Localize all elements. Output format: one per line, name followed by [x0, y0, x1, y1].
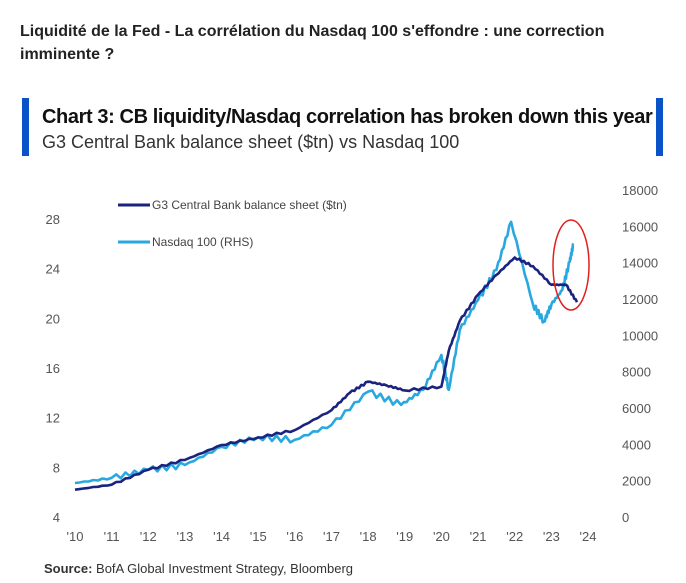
y-right-tick-label: 16000 — [622, 219, 658, 234]
x-tick-label: '11 — [104, 529, 120, 544]
x-tick-label: '14 — [213, 529, 230, 544]
highlight-ellipse — [552, 219, 590, 311]
y-right-tick-label: 6000 — [622, 401, 651, 416]
y-right-tick-label: 14000 — [622, 256, 658, 271]
y-left-tick-label: 28 — [46, 212, 60, 227]
x-tick-label: '10 — [67, 529, 84, 544]
y-right-tick-label: 12000 — [622, 292, 658, 307]
x-tick-label: '18 — [360, 529, 377, 544]
x-tick-label: '12 — [140, 529, 157, 544]
y-right-tick-label: 4000 — [622, 437, 651, 452]
y-right-tick-label: 0 — [622, 510, 629, 525]
legend-label-nasdaq: Nasdaq 100 (RHS) — [152, 235, 253, 249]
x-tick-label: '19 — [396, 529, 413, 544]
y-left-tick-label: 12 — [46, 411, 60, 426]
accent-bar-right — [656, 98, 663, 156]
x-tick-label: '13 — [176, 529, 193, 544]
y-left-tick-label: 24 — [46, 262, 60, 277]
nasdaq-series-line — [74, 220, 575, 485]
article-headline: Liquidité de la Fed - La corrélation du … — [20, 23, 605, 63]
y-right-tick-label: 2000 — [622, 474, 651, 489]
y-left-tick-label: 16 — [46, 361, 60, 376]
accent-bar-left — [22, 98, 29, 156]
y-right-tick-label: 8000 — [622, 365, 651, 380]
x-tick-label: '24 — [580, 529, 597, 544]
source-text: BofA Global Investment Strategy, Bloombe… — [96, 561, 354, 576]
x-tick-label: '23 — [543, 529, 560, 544]
y-right-tick-label: 10000 — [622, 328, 658, 343]
x-tick-label: '16 — [286, 529, 303, 544]
chart-title: Chart 3: CB liquidity/Nasdaq correlation… — [42, 106, 653, 128]
x-tick-label: '20 — [433, 529, 450, 544]
source-note: Source: BofA Global Investment Strategy,… — [44, 561, 353, 576]
balance-sheet-series-line — [74, 256, 579, 491]
y-left-tick-label: 20 — [46, 311, 60, 326]
x-tick-label: '22 — [506, 529, 523, 544]
y-right-tick-label: 18000 — [622, 183, 658, 198]
x-tick-label: '15 — [250, 529, 267, 544]
y-left-tick-label: 4 — [53, 510, 60, 525]
legend-label-balance-sheet: G3 Central Bank balance sheet ($tn) — [152, 198, 347, 212]
source-label: Source: — [44, 561, 93, 576]
x-tick-label: '17 — [323, 529, 340, 544]
y-left-tick-label: 8 — [53, 460, 60, 475]
chart-subtitle: G3 Central Bank balance sheet ($tn) vs N… — [42, 132, 460, 152]
x-tick-label: '21 — [470, 529, 487, 544]
